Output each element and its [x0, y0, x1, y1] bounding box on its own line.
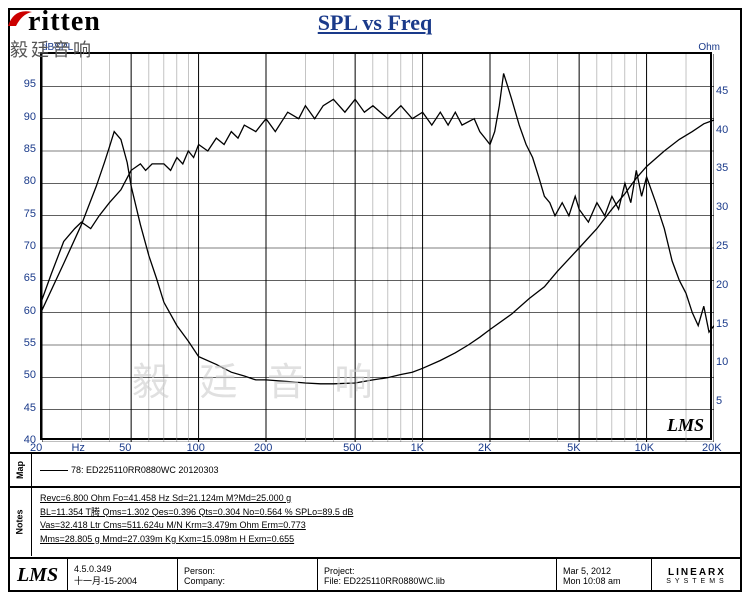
map-legend: 78: ED225110RR0880WC 20120303 — [32, 454, 742, 486]
footer-linearx: LINEARX SYSTEMS — [652, 559, 742, 592]
linearx-top: LINEARX — [668, 567, 726, 578]
legend-line-icon — [40, 470, 68, 471]
map-label: Map — [8, 454, 32, 486]
logo-swoosh-icon — [6, 4, 46, 34]
notes-section: Notes Revc=6.800 Ohm Fo=41.458 Hz Sd=21.… — [8, 486, 742, 556]
footer-version: 4.5.0.349 十一月-15-2004 — [68, 559, 178, 592]
notes-line: Vas=32.418 Ltr Cms=511.624u M/N Krm=3.47… — [40, 519, 734, 533]
footer-person: Person: Company: — [178, 559, 318, 592]
chart-title: SPL vs Freq — [318, 10, 433, 36]
chart-plot-area: 毅 廷 音 响 LMS — [40, 52, 712, 440]
footer-lms-logo: LMS — [8, 559, 68, 592]
linearx-bot: SYSTEMS — [666, 578, 727, 585]
notes-line: Revc=6.800 Ohm Fo=41.458 Hz Sd=21.124m M… — [40, 492, 734, 506]
legend-text: ED225110RR0880WC 20120303 — [86, 465, 218, 475]
brand-logo: ritten 毅廷音响 — [10, 6, 101, 62]
chart-corner-label: LMS — [667, 415, 704, 436]
version-text: 4.5.0.349 — [74, 564, 171, 574]
logo-sub-text: 毅廷音响 — [10, 36, 101, 62]
date-text: Mar 5, 2012 — [563, 566, 645, 576]
time-text: Mon 10:08 am — [563, 576, 645, 586]
version-date-text: 十一月-15-2004 — [74, 574, 171, 587]
notes-line: Mms=28.805 g Mmd=27.039m Kg Kxm=15.098m … — [40, 533, 734, 547]
footer-bar: LMS 4.5.0.349 十一月-15-2004 Person: Compan… — [8, 557, 742, 592]
notes-content: Revc=6.800 Ohm Fo=41.458 Hz Sd=21.124m M… — [32, 488, 742, 556]
company-label: Company: — [184, 576, 311, 586]
notes-label: Notes — [8, 488, 32, 556]
legend-prefix: 78: — [71, 465, 84, 475]
map-section: Map 78: ED225110RR0880WC 20120303 — [8, 452, 742, 486]
person-label: Person: — [184, 566, 311, 576]
file-row: File: ED225110RR0880WC.lib — [324, 576, 550, 586]
chart-svg — [42, 54, 714, 442]
project-label: Project: — [324, 566, 550, 576]
footer-project: Project: File: ED225110RR0880WC.lib — [318, 559, 557, 592]
notes-line: BL=11.354 T腾 Qms=1.302 Qes=0.396 Qts=0.3… — [40, 506, 734, 520]
footer-date: Mar 5, 2012 Mon 10:08 am — [557, 559, 652, 592]
